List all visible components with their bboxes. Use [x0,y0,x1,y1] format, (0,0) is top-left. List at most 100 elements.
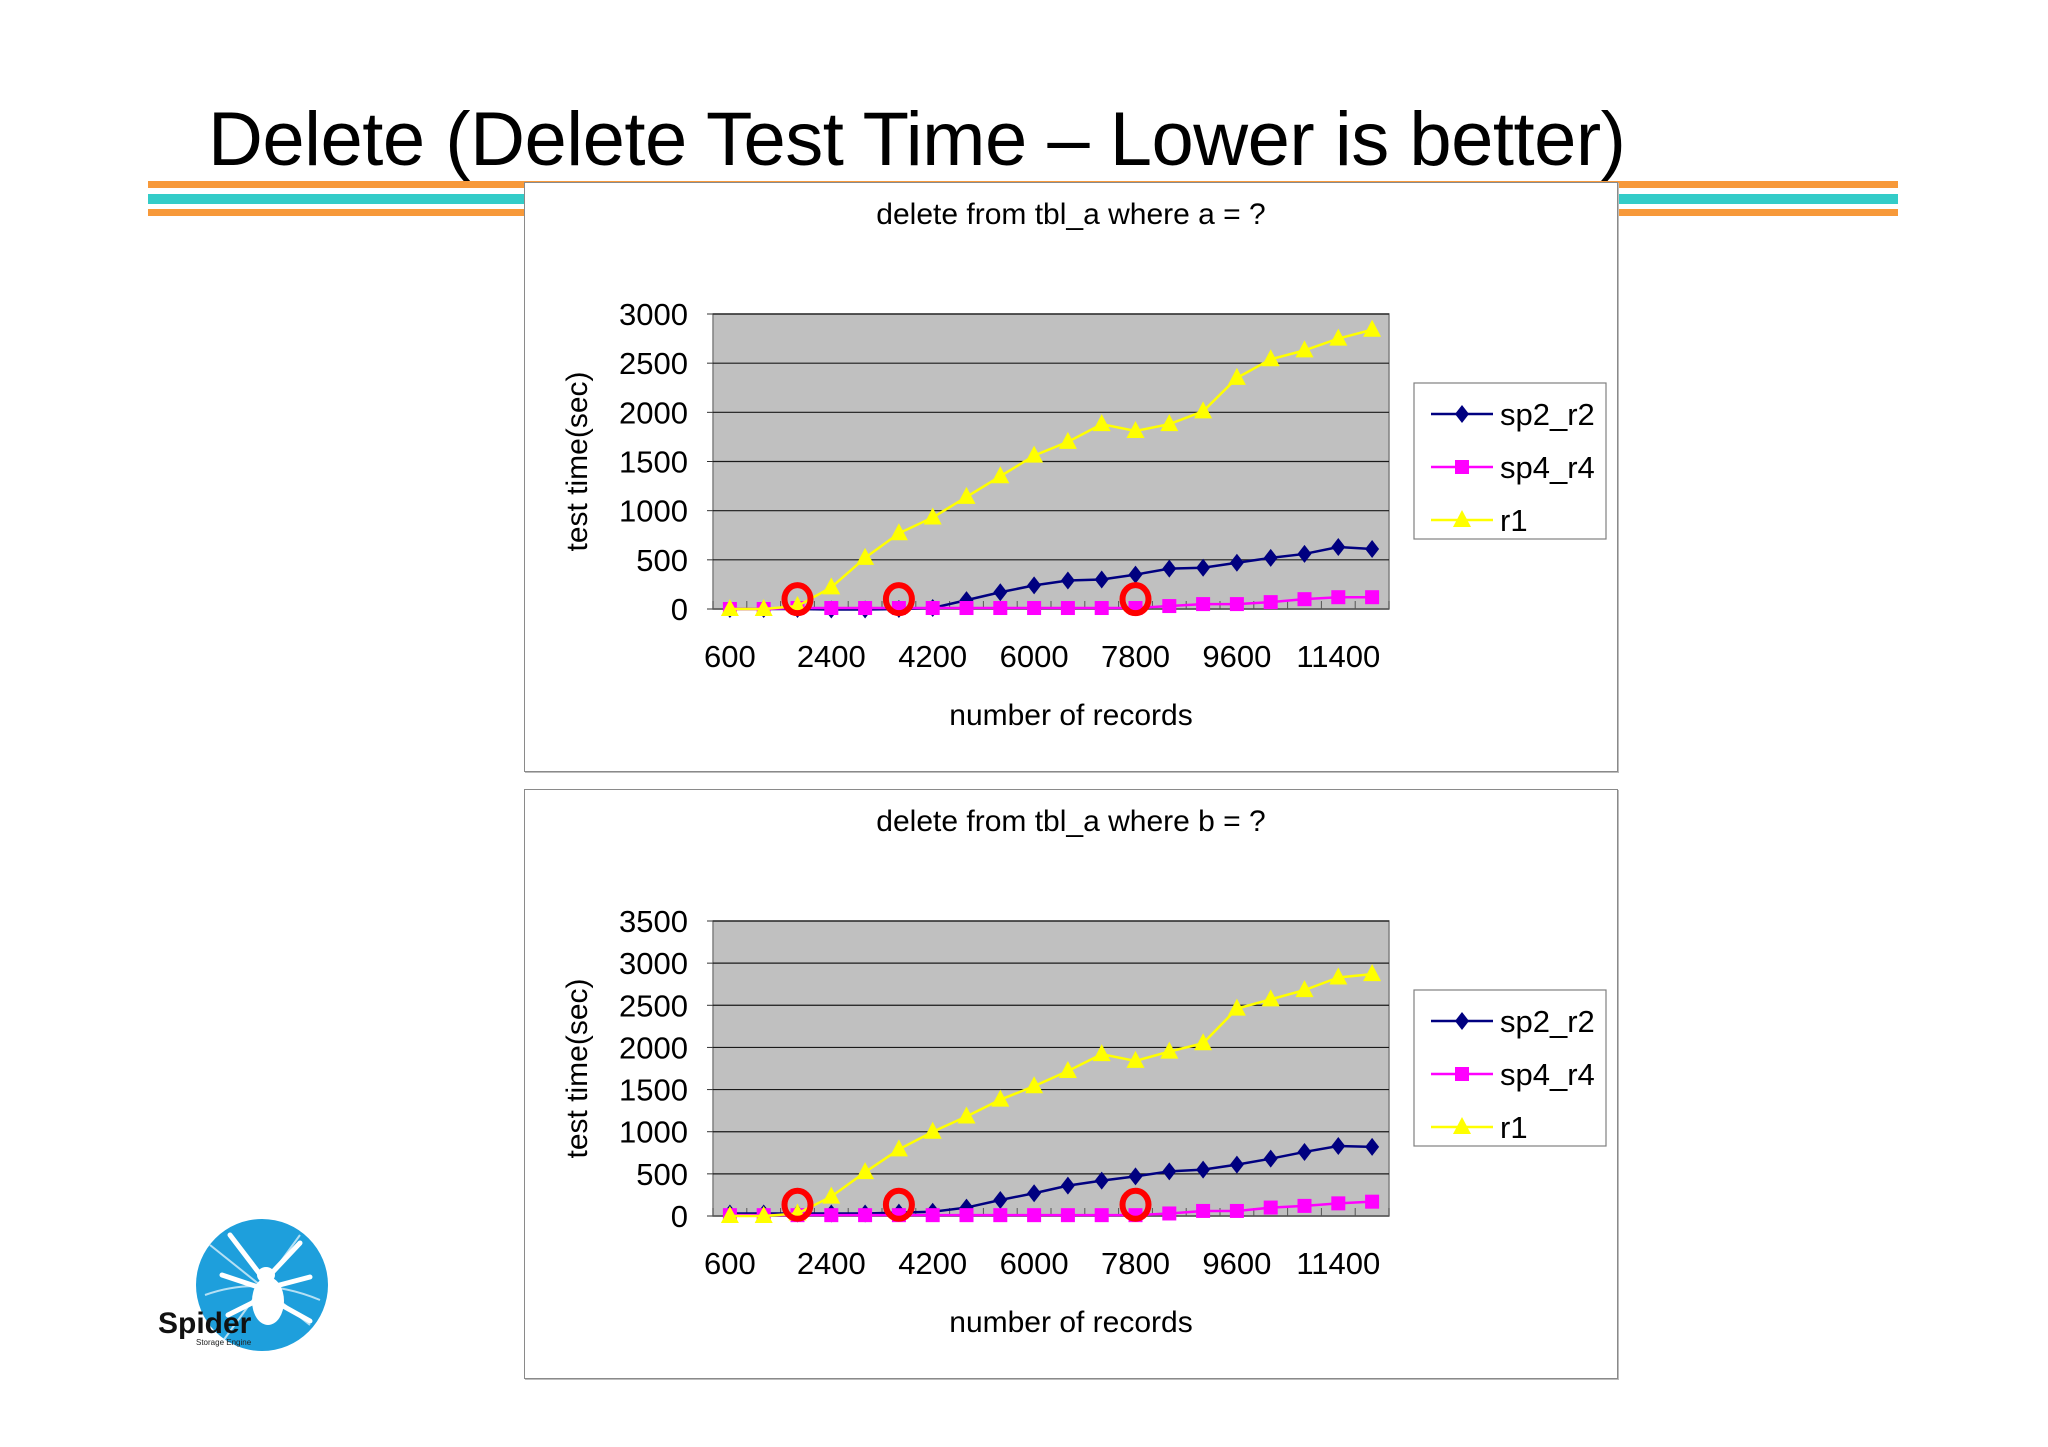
r1-marker [1025,1076,1044,1094]
sp4_r4-marker [993,1208,1008,1223]
r1-marker [1194,401,1213,419]
x-tick-label: 6000 [1000,639,1069,674]
y-tick-label: 3500 [619,904,688,939]
sp4_r4-marker [1162,599,1177,614]
sp2_r2-marker [1365,540,1380,559]
x-tick-label: 6000 [1000,1246,1069,1281]
sp2_r2-marker [993,1190,1008,1209]
y-axis-title: test time(sec) [561,371,594,551]
series-r1 [720,964,1382,1223]
sp4_r4-marker [1365,590,1380,605]
chart-legend: sp2_r2 sp4_r4 r1 [1413,382,1607,540]
legend-label: r1 [1500,503,1528,538]
y-tick-label: 0 [671,592,688,627]
sp4_r4-marker [1229,597,1244,612]
highlight-circle-annotation [1119,1187,1152,1222]
r1-marker [1363,319,1382,337]
y-tick-label: 3000 [619,946,688,981]
y-tick-label: 0 [671,1199,688,1234]
x-tick-label: 11400 [1296,639,1380,674]
r1-marker [991,1089,1010,1107]
sp2_r2-marker [1162,559,1177,578]
y-tick-label: 2500 [619,988,688,1023]
x-tick-label: 2400 [797,639,866,674]
sp4_r4-marker [1263,595,1278,610]
plot-area [712,920,1390,1217]
y-axis-title: test time(sec) [561,978,594,1158]
sp4_r4-marker [1297,592,1312,607]
r1-marker [991,466,1010,484]
sp4_r4-marker [1060,601,1075,616]
r1-marker [1126,1050,1145,1068]
r1-marker [1160,414,1179,432]
sp4_r4-marker [1094,601,1109,616]
sp2_r2-marker [1162,1162,1177,1181]
y-tick-label: 3000 [619,297,688,332]
sp2_r2-marker [1128,1167,1143,1186]
y-tick-label: 1500 [619,1073,688,1108]
sp4_r4-marker [959,1208,974,1223]
legend-item-sp4_r4: sp4_r4 [1431,1057,1595,1092]
sp2_r2-marker [1196,558,1211,577]
r1-marker [957,1106,976,1124]
sp2_r2-marker [959,591,974,610]
sp4_r4-marker [925,1208,940,1223]
legend-label: sp4_r4 [1500,1057,1595,1092]
sp2_r2-marker [1263,1149,1278,1168]
sp2_r2-marker [1365,1137,1380,1156]
legend-label: sp4_r4 [1500,450,1595,485]
r1-marker [1160,1041,1179,1059]
y-tick-label: 2500 [619,346,688,381]
r1-marker [822,1186,841,1204]
sp2_r2-marker [993,583,1008,602]
x-tick-label: 7800 [1101,1246,1170,1281]
chart-title: delete from tbl_a where b = ? [876,805,1265,838]
y-tick-label: 2000 [619,1030,688,1065]
legend-label: r1 [1500,1110,1528,1145]
chart-panel-delete-where-b: delete from tbl_a where b = ? 0 500 1000 150… [524,789,1618,1379]
x-tick-label: 7800 [1101,639,1170,674]
chart-legend: sp2_r2 sp4_r4 r1 [1413,989,1607,1147]
sp4_r4-marker [1365,1194,1380,1209]
sp2_r2-marker [1297,544,1312,563]
line-chart-delete-where-b: delete from tbl_a where b = ? 0 500 1000 150… [561,805,1607,1339]
legend-sp2_r2-marker [1455,1012,1469,1030]
sp4_r4-marker [1094,1208,1109,1223]
r1-marker [822,577,841,595]
legend-r1-marker [1453,510,1471,527]
sp4_r4-marker [959,601,974,616]
x-axis-title: number of records [949,1306,1192,1339]
y-tick-label: 1500 [619,445,688,480]
sp2_r2-marker [1263,548,1278,567]
sp4_r4-marker [1263,1200,1278,1215]
r1-marker [1363,964,1382,982]
r1-marker [1295,340,1314,358]
sp2_r2-marker [1027,1184,1042,1203]
slide-title: Delete (Delete Test Time – Lower is bett… [208,97,1626,182]
sp4_r4-marker [858,1208,873,1223]
legend-item-sp2_r2: sp2_r2 [1431,1004,1595,1039]
sp2_r2-marker [1331,1137,1346,1156]
x-tick-label: 600 [704,639,756,674]
svg-text:Spider: Spider [158,1307,252,1340]
sp4_r4-marker [1229,1203,1244,1218]
legend-sp2_r2-marker [1455,405,1469,423]
highlight-circle-annotation [1119,582,1152,617]
sp2_r2-marker [1229,1155,1244,1174]
sp2_r2-marker [1229,553,1244,572]
r1-marker [1025,445,1044,463]
r1-marker [1227,367,1246,385]
y-tick-label: 1000 [619,1115,688,1150]
x-tick-label: 600 [704,1246,756,1281]
x-tick-label: 9600 [1202,639,1271,674]
chart-panel-delete-where-a: delete from tbl_a where a = ? 0 500 1000 150… [524,182,1618,772]
r1-marker [889,1139,908,1157]
x-tick-label: 4200 [898,639,967,674]
series-r1 [720,319,1382,616]
x-tick-label: 4200 [898,1246,967,1281]
r1-marker [754,599,773,616]
sp4_r4-marker [993,601,1008,616]
sp2_r2-marker [1196,1160,1211,1179]
legend-item-sp2_r2: sp2_r2 [1431,397,1595,432]
r1-marker [957,486,976,504]
